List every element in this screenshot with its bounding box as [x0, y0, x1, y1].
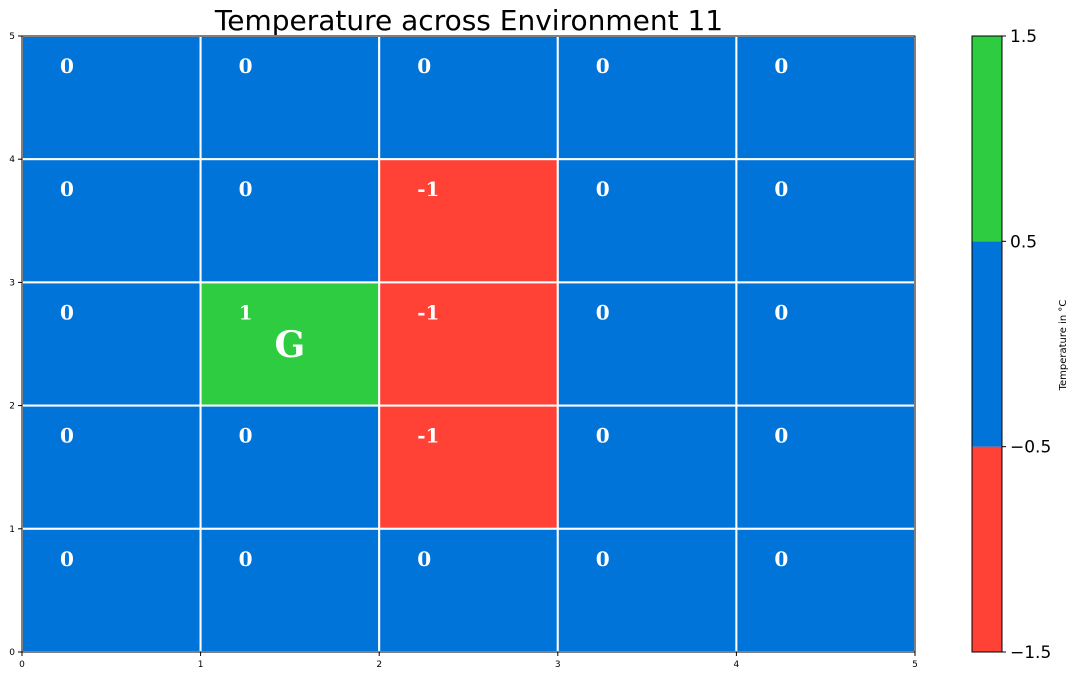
goal-marker: G [275, 324, 306, 366]
cell-value-label: 0 [774, 424, 788, 448]
cell-value-label: 0 [596, 424, 610, 448]
x-tick-label: 0 [19, 660, 25, 670]
heatmap-cell [556, 281, 738, 407]
heatmap-cell [735, 158, 917, 284]
cell-value-label: 0 [417, 547, 431, 571]
heatmap-cell [556, 158, 738, 284]
cell-value-label: 0 [239, 424, 253, 448]
colorbar-label: Temperature in °C [1058, 300, 1069, 392]
cell-value-label: 1 [239, 300, 253, 324]
heatmap-cell [556, 404, 738, 530]
cell-value-label: 0 [239, 54, 253, 78]
colorbar-tick-label: 1.5 [1010, 27, 1037, 47]
chart-title: Temperature across Environment 11 [214, 4, 723, 37]
cell-value-label: 0 [596, 54, 610, 78]
colorbar-tick-label: −1.5 [1010, 643, 1051, 663]
heatmap-cell [21, 158, 202, 284]
y-tick-label: 4 [9, 155, 15, 165]
cell-value-label: -1 [417, 300, 439, 324]
colorbar-segment [972, 241, 1002, 447]
y-tick-label: 1 [9, 525, 15, 535]
plot-area: 0 0 0 0 0 0 0 -1 0 0 0 1 -1 0 0 0 0 -1 0 0 0 0 0 0 0 G [21, 35, 917, 653]
axes-frame [21, 35, 916, 653]
heatmap-cell [735, 281, 917, 407]
heatmap-cell [199, 158, 381, 284]
colorbar-segment [972, 36, 1002, 242]
heatmap-cell [378, 158, 559, 284]
heatmap-cell [21, 527, 202, 653]
cell-value-label: 0 [774, 547, 788, 571]
colorbar-segment [972, 446, 1002, 652]
heatmap-cell [735, 527, 917, 653]
colorbar-tick-label: 0.5 [1010, 232, 1037, 252]
cell-value-label: 0 [239, 177, 253, 201]
x-tick-label: 1 [198, 660, 204, 670]
heatmap-cell [378, 527, 559, 653]
x-tick-label: 3 [555, 660, 561, 670]
heatmap-cell [21, 404, 202, 530]
cell-value-label: 0 [417, 54, 431, 78]
heatmap-cell [21, 35, 202, 161]
y-tick-label: 0 [9, 648, 15, 658]
heatmap-cell [199, 281, 381, 407]
cell-value-label: 0 [60, 424, 74, 448]
heatmap-cell [199, 35, 381, 161]
x-tick-label: 2 [376, 660, 382, 670]
y-tick-label: 2 [9, 402, 15, 412]
cell-value-label: 0 [596, 177, 610, 201]
heatmap-cell [21, 281, 202, 407]
y-axis: 0 1 2 3 4 5 [9, 32, 22, 658]
heatmap-cell [199, 527, 381, 653]
cell-value-label: -1 [417, 424, 439, 448]
heatmap-cell [199, 404, 381, 530]
heatmap-cell [735, 35, 917, 161]
cell-value-label: 0 [60, 300, 74, 324]
cell-value-label: 0 [774, 54, 788, 78]
colorbar-frame [971, 35, 1003, 653]
cell-value-label: 0 [774, 177, 788, 201]
heatmap-cell [378, 404, 559, 530]
y-tick-label: 5 [9, 32, 15, 42]
heatmap-cell [735, 404, 917, 530]
x-axis: 0 1 2 3 4 5 [19, 652, 918, 670]
cell-value-label: 0 [60, 177, 74, 201]
cell-value-label: -1 [417, 177, 439, 201]
colorbar: −1.5 −0.5 0.5 1.5 [971, 27, 1051, 663]
colorbar-tick-label: −0.5 [1010, 438, 1051, 458]
heatmap-cell [556, 527, 738, 653]
heatmap-cell [378, 281, 559, 407]
heatmap-cell [556, 35, 738, 161]
y-tick-label: 3 [9, 278, 15, 288]
x-tick-label: 4 [734, 660, 740, 670]
heatmap-cell [378, 35, 559, 161]
cell-value-label: 0 [596, 300, 610, 324]
cell-value-label: 0 [239, 547, 253, 571]
cell-value-label: 0 [60, 54, 74, 78]
cell-value-label: 0 [774, 300, 788, 324]
cell-value-label: 0 [596, 547, 610, 571]
cell-value-label: 0 [60, 547, 74, 571]
x-tick-label: 5 [912, 660, 918, 670]
